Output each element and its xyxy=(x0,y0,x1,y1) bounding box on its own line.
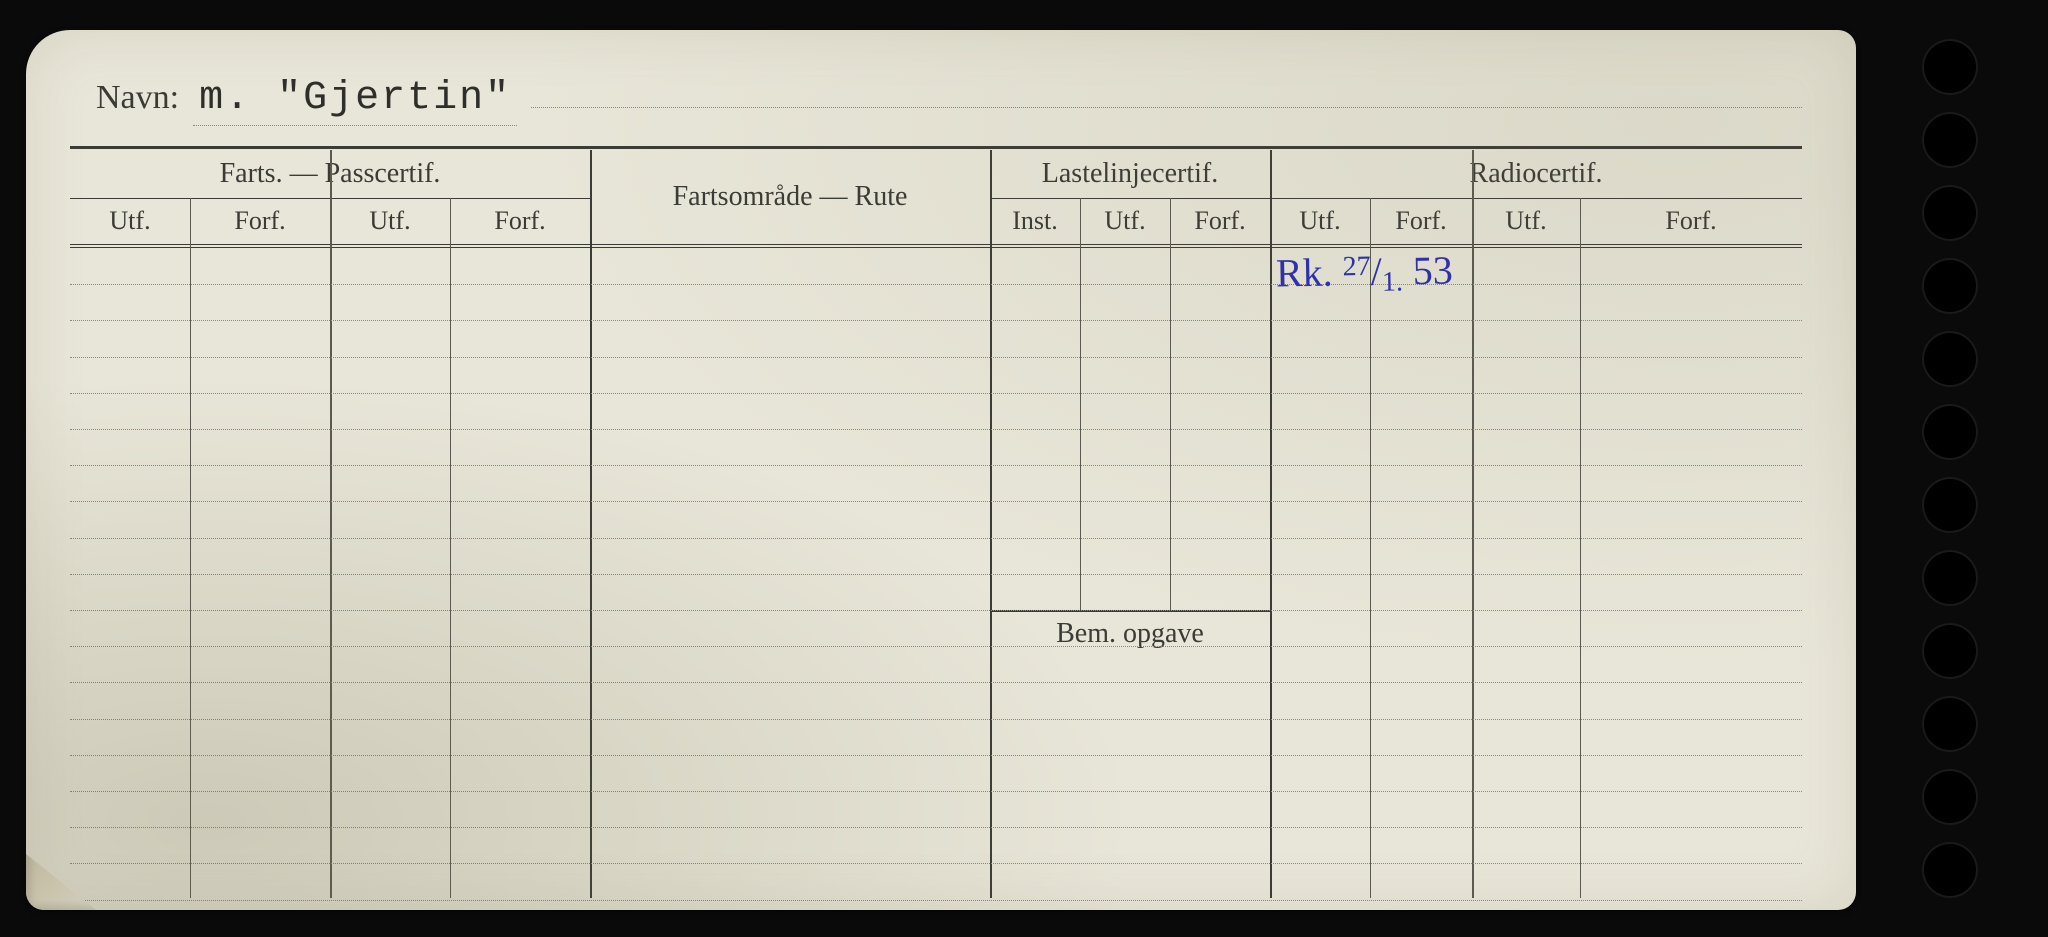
row-line xyxy=(70,393,1802,394)
row-line xyxy=(70,501,1802,502)
sub-farts-forf2: Forf. xyxy=(450,198,590,244)
sub-farts-forf1: Forf. xyxy=(190,198,330,244)
hole-icon xyxy=(1922,623,1978,679)
hw-day: 27 xyxy=(1342,251,1371,282)
sub-farts-utf2: Utf. xyxy=(330,198,450,244)
row-line xyxy=(70,719,1802,720)
row-line xyxy=(70,284,1802,285)
row-line xyxy=(70,465,1802,466)
hole-icon xyxy=(1922,112,1978,168)
sub-radio-utf2: Utf. xyxy=(1472,198,1580,244)
hole-icon xyxy=(1922,477,1978,533)
hw-year: 53 xyxy=(1412,247,1453,293)
row-line xyxy=(70,610,1802,611)
row-lines xyxy=(70,248,1802,898)
hole-icon xyxy=(1922,185,1978,241)
sub-laste-utf: Utf. xyxy=(1080,198,1170,244)
navn-rule xyxy=(531,72,1802,108)
hole-icon xyxy=(1922,769,1978,825)
row-line xyxy=(70,429,1802,430)
hole-icon xyxy=(1922,404,1978,460)
row-line xyxy=(70,827,1802,828)
navn-row: Navn: m. "Gjertin" xyxy=(96,72,1802,126)
row-line xyxy=(70,574,1802,575)
hole-icon xyxy=(1922,258,1978,314)
hdr-laste: Lastelinjecertif. xyxy=(990,150,1270,198)
row-line xyxy=(70,755,1802,756)
hw-prefix: Rk. xyxy=(1276,250,1333,296)
row-line xyxy=(70,791,1802,792)
record-grid: Farts. — Passcertif. Fartsområde — Rute … xyxy=(70,150,1802,898)
hdr-rute: Fartsområde — Rute xyxy=(590,150,990,244)
row-line xyxy=(70,646,1802,647)
sub-radio-forf1: Forf. xyxy=(1370,198,1472,244)
hw-sep: / xyxy=(1370,249,1382,294)
index-card: Navn: m. "Gjertin" Farts. — Passcertif. … xyxy=(26,30,1856,910)
sub-radio-forf2: Forf. xyxy=(1580,198,1802,244)
top-rule xyxy=(70,146,1802,149)
row-line xyxy=(70,863,1802,864)
sub-laste-inst: Inst. xyxy=(990,198,1080,244)
hdr-radio: Radiocertif. xyxy=(1270,150,1802,198)
sub-farts-utf1: Utf. xyxy=(70,198,190,244)
hole-icon xyxy=(1922,550,1978,606)
row-line xyxy=(70,538,1802,539)
row-line xyxy=(70,357,1802,358)
hole-icon xyxy=(1922,842,1978,898)
hole-icon xyxy=(1922,696,1978,752)
row-line xyxy=(70,900,1802,901)
navn-value: m. "Gjertin" xyxy=(193,76,517,126)
hole-icon xyxy=(1922,331,1978,387)
navn-label: Navn: xyxy=(96,79,179,117)
hole-icon xyxy=(1922,39,1978,95)
binder-holes xyxy=(1870,0,2030,937)
handwritten-entry: Rk. 27/1. 53 xyxy=(1276,246,1454,296)
row-line xyxy=(70,320,1802,321)
row-line xyxy=(70,682,1802,683)
hw-month: 1. xyxy=(1382,266,1404,297)
sub-laste-forf: Forf. xyxy=(1170,198,1270,244)
sub-radio-utf1: Utf. xyxy=(1270,198,1370,244)
